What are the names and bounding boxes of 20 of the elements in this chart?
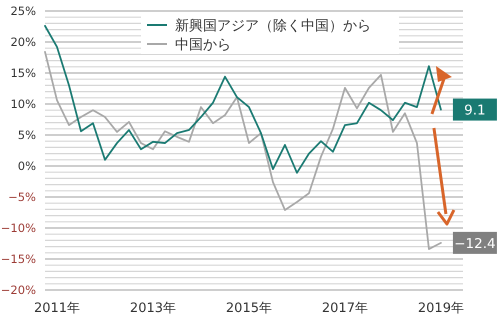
x-tick-label: 2017年 [322,301,368,316]
y-tick-label: −15% [0,252,36,266]
y-tick-label: 5% [18,128,36,142]
x-tick-label: 2013年 [130,301,176,316]
x-tick-label: 2019年 [418,301,464,316]
x-tick-label: 2015年 [226,301,272,316]
y-tick-label: 10% [10,97,36,111]
y-tick-label: 15% [10,66,36,80]
legend-label: 中国から [175,37,231,53]
data-label: −12.4 [454,236,496,252]
y-tick-label: 20% [10,35,36,49]
x-tick-label: 2011年 [34,301,80,316]
line-series [44,51,442,250]
y-tick-label: −20% [0,283,36,297]
y-tick-label: 0% [18,159,36,173]
legend-label: 新興国アジア（除く中国）から [175,18,371,34]
data-label: 9.1 [464,102,486,119]
y-tick-label: −5% [8,190,36,204]
y-tick-label: −10% [0,221,36,235]
y-tick-label: 25% [10,4,36,18]
